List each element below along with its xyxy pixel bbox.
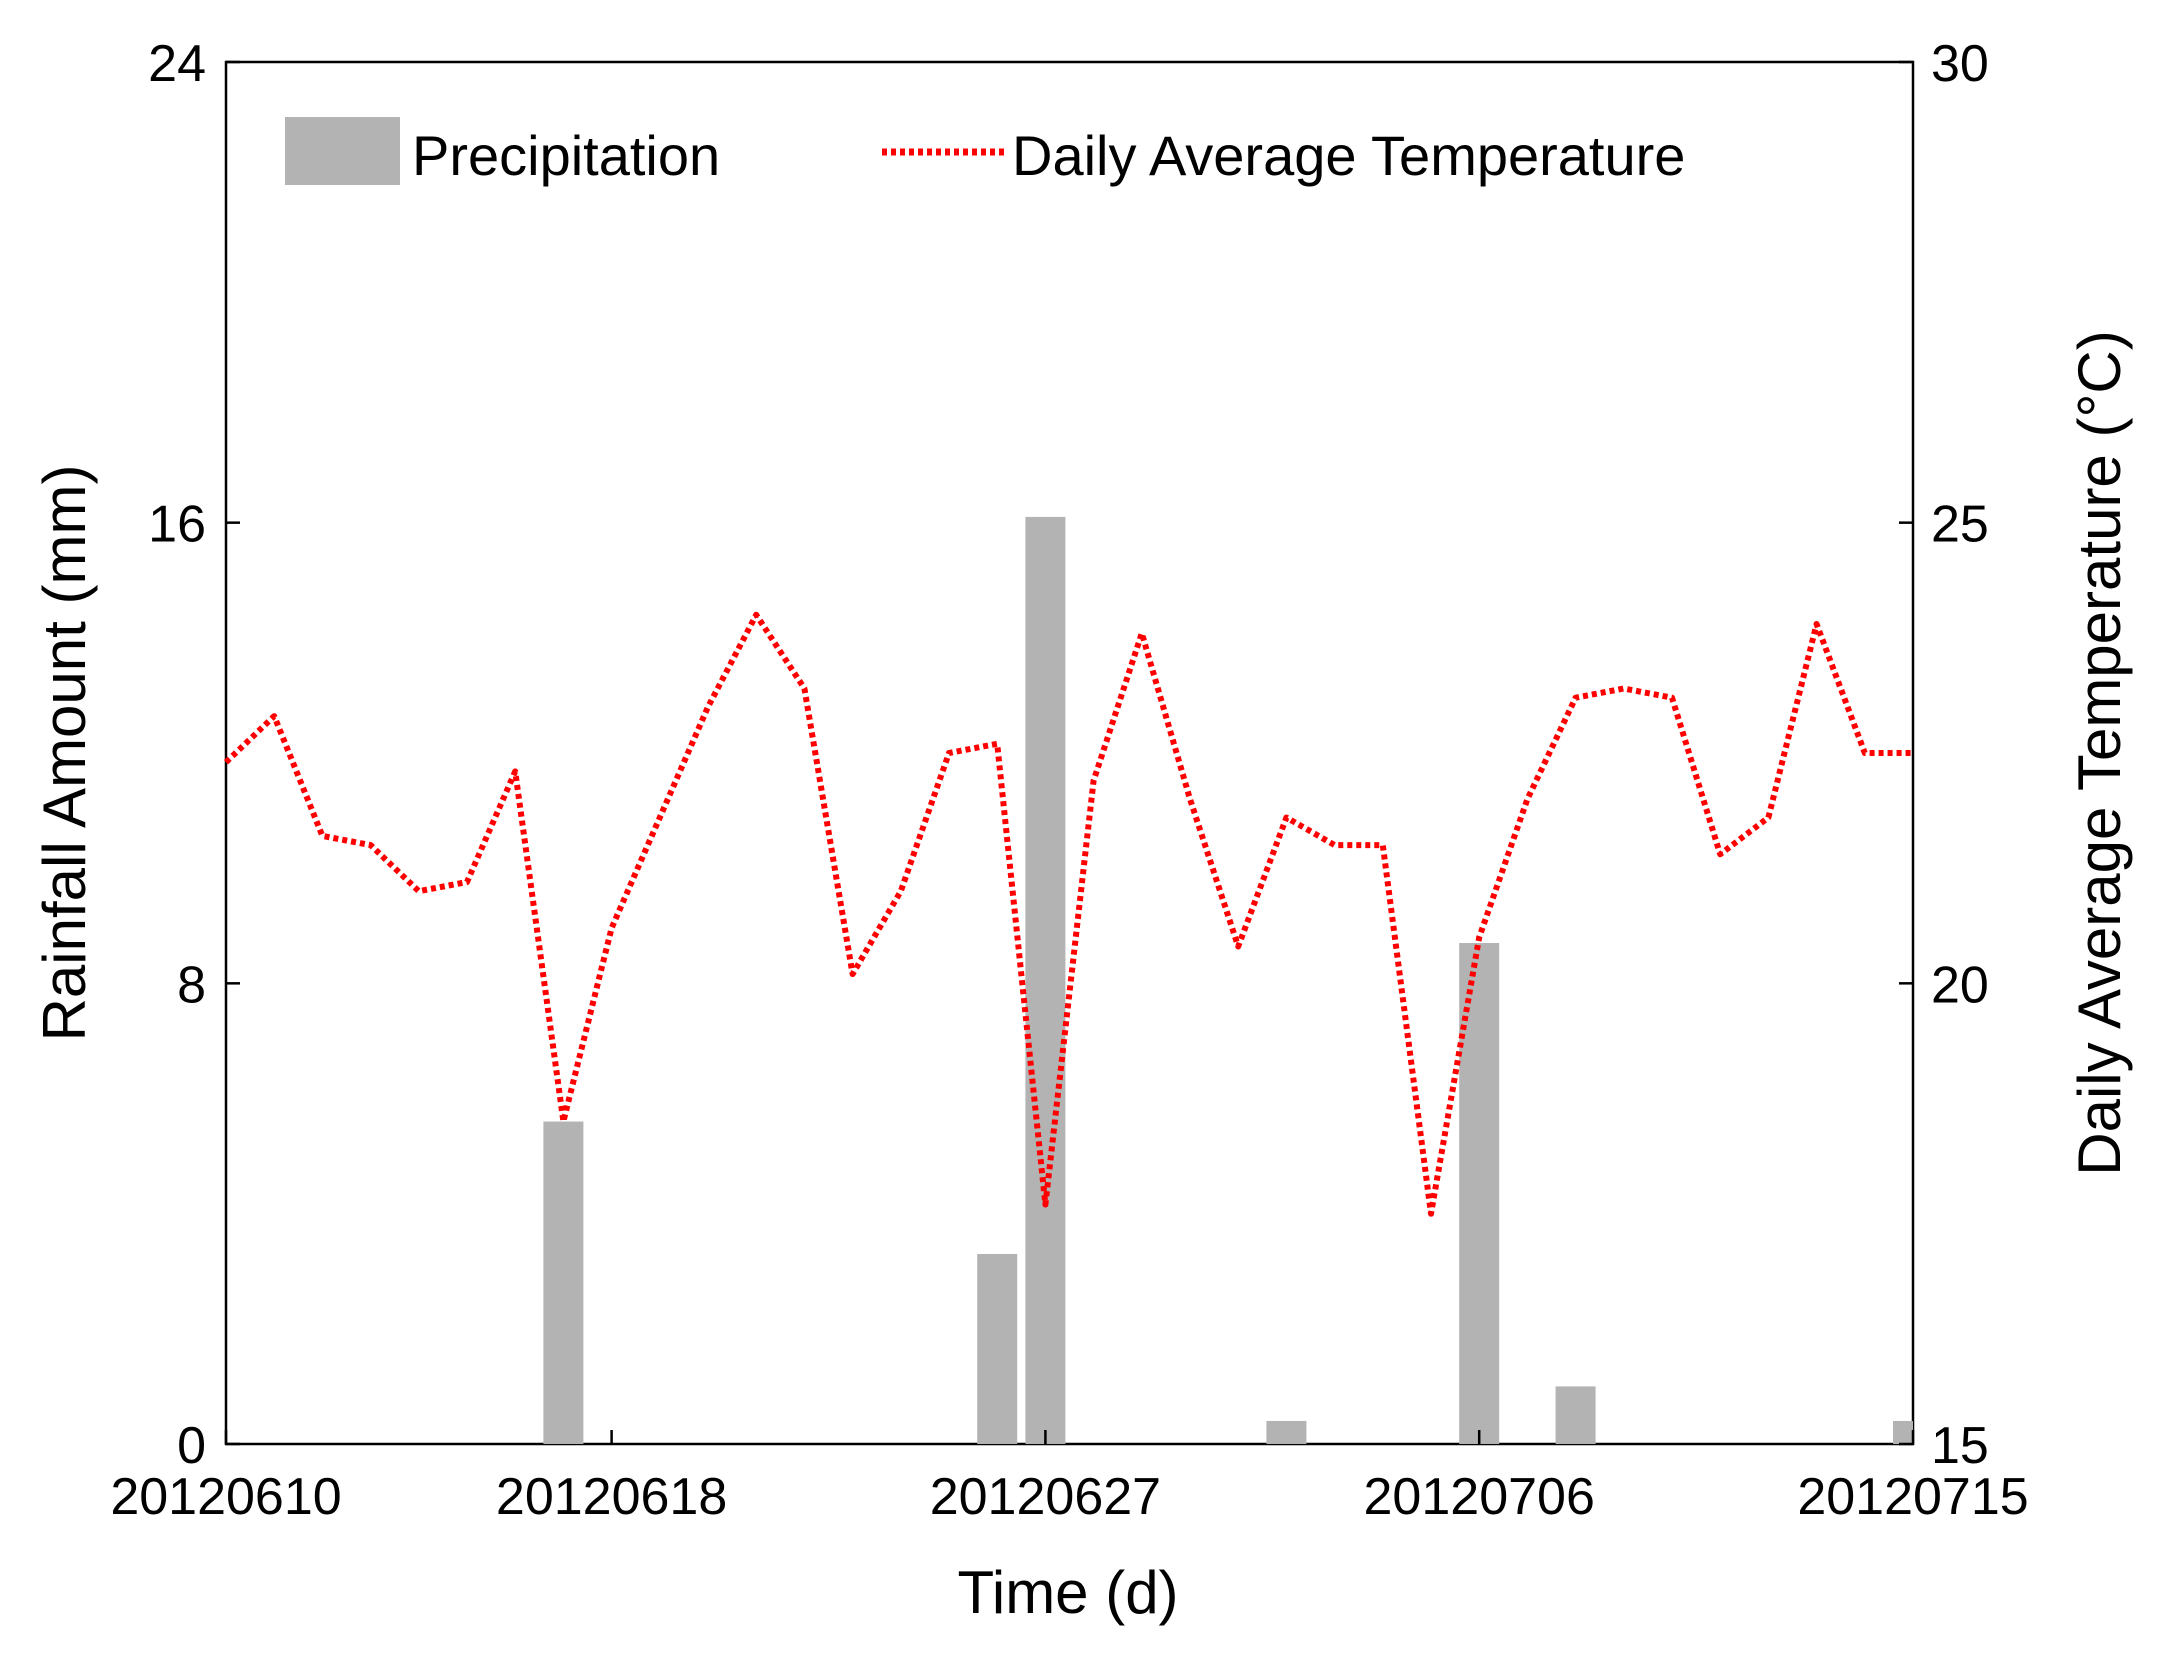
y-right-tick-label: 20 [1931, 956, 1989, 1014]
y-left-tick-label: 8 [177, 956, 206, 1014]
x-tick-label: 20120610 [110, 1468, 341, 1526]
x-tick-label: 20120706 [1364, 1468, 1595, 1526]
legend-temperature-label: Daily Average Temperature [1012, 124, 1685, 187]
y-left-tick-label: 24 [148, 35, 206, 93]
y-left-tick-label: 16 [148, 496, 206, 554]
axis-ticks: 0 8 16 24 15 20 25 30 20120610 20120618 20120627 20… [110, 35, 2028, 1526]
x-axis-title: Time (d) [957, 1559, 1178, 1626]
temperature-line-layer [223, 611, 1913, 1217]
x-tick-label: 20120618 [496, 1468, 727, 1526]
plot-frame [224, 60, 1915, 1446]
legend: Precipitation Daily Average Temperature [285, 117, 1685, 187]
legend-precipitation-label: Precipitation [412, 124, 720, 187]
temperature-line [223, 611, 1913, 1217]
precipitation-bar [1025, 516, 1066, 1444]
precipitation-bar [543, 1121, 584, 1444]
x-tick-label: 20120715 [1797, 1468, 2028, 1526]
x-tick-label: 20120627 [930, 1468, 1161, 1526]
y-axis-left-title: Rainfall Amount (mm) [31, 465, 98, 1042]
precipitation-bar [1266, 1420, 1307, 1444]
precipitation-bar [1555, 1386, 1596, 1444]
y-right-tick-label: 15 [1931, 1417, 1989, 1475]
precipitation-bars [543, 516, 1913, 1444]
precipitation-bar [977, 1253, 1018, 1444]
legend-precipitation-swatch [285, 117, 400, 185]
precipitation-bar [1893, 1420, 1913, 1444]
y-right-tick-label: 30 [1931, 35, 1989, 93]
y-right-tick-label: 25 [1931, 496, 1989, 554]
y-left-tick-label: 0 [177, 1417, 206, 1475]
y-axis-right-title: Daily Average Temperature (°C) [2066, 330, 2133, 1175]
